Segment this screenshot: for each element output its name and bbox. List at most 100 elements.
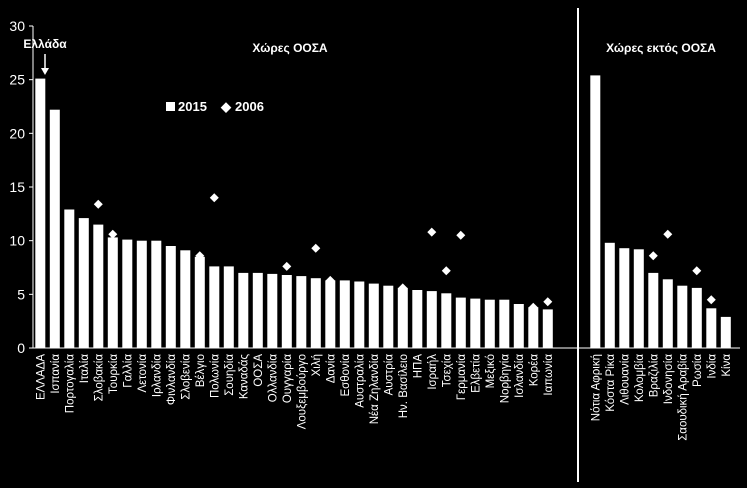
category-label: Καναδάς bbox=[238, 354, 250, 400]
marker-2006-oecd-17 bbox=[282, 261, 292, 271]
legend-marker-2006: ◆ bbox=[220, 99, 232, 114]
bar-2015-oecd-29 bbox=[455, 297, 466, 348]
bar-2015-oecd-23 bbox=[368, 283, 379, 348]
group-title-oecd: Χώρες ΟΟΣΑ bbox=[252, 41, 328, 55]
marker-2006-oecd-4 bbox=[93, 199, 103, 209]
bar-2015-oecd-10 bbox=[180, 250, 191, 348]
bar-2015-oecd-9 bbox=[165, 246, 176, 348]
category-label: Πορτογαλία bbox=[64, 354, 76, 414]
bar-2015-oecd-6 bbox=[122, 239, 133, 348]
marker-2006-oecd-34 bbox=[528, 302, 538, 312]
category-label: Ιρλανδία bbox=[151, 354, 163, 397]
marker-2006-non-oecd-4 bbox=[648, 251, 658, 261]
category-label: Γαλλία bbox=[122, 354, 134, 388]
bar-2015-non-oecd-0 bbox=[590, 75, 601, 349]
bar-2015-oecd-7 bbox=[136, 240, 147, 348]
category-labels: ΕΛΛΑΔΑ Ισπανία Πορτογαλία Ιταλία Σλοβακία Του… bbox=[35, 354, 733, 441]
category-label: Ισλανδία bbox=[514, 354, 526, 398]
bar-2015-non-oecd-8 bbox=[706, 308, 717, 348]
bar-2015-oecd-25 bbox=[397, 287, 408, 348]
category-label: Νότια Αφρική bbox=[590, 354, 602, 421]
category-label: Πολωνία bbox=[209, 354, 221, 398]
bar-2015-non-oecd-5 bbox=[662, 279, 673, 348]
bar-2015-oecd-18 bbox=[296, 276, 307, 348]
bar-2015-oecd-1 bbox=[49, 109, 60, 348]
category-label: Ισπανία bbox=[50, 354, 62, 394]
bar-2015-oecd-32 bbox=[499, 299, 510, 348]
category-label: Λιθουανία bbox=[619, 354, 631, 405]
y-tick-label: 25 bbox=[9, 72, 25, 88]
category-label: Ρωσία bbox=[692, 354, 704, 387]
marker-2006-oecd-29 bbox=[456, 230, 466, 240]
bar-2015-oecd-14 bbox=[238, 272, 249, 348]
legend-label-2015: 2015 bbox=[178, 99, 207, 114]
bar-2015-oecd-0 bbox=[35, 78, 46, 348]
bar-2015-non-oecd-7 bbox=[691, 287, 702, 348]
marker-2006-oecd-20 bbox=[325, 275, 335, 285]
bar-2015-oecd-30 bbox=[470, 298, 481, 348]
category-label: Κίνα bbox=[721, 354, 733, 377]
category-label: Χιλή bbox=[311, 354, 323, 376]
category-label: Ην. Βασίλειο bbox=[398, 354, 410, 418]
marker-2006-oecd-35 bbox=[543, 297, 553, 307]
bar-2015-oecd-4 bbox=[93, 224, 104, 348]
category-label: Ισραήλ bbox=[427, 354, 439, 390]
markers-2006 bbox=[93, 193, 716, 312]
bar-2015-oecd-3 bbox=[78, 218, 89, 348]
category-label: Μεξικό bbox=[485, 354, 497, 388]
bar-2015-oecd-27 bbox=[426, 291, 437, 348]
marker-2006-oecd-28 bbox=[441, 266, 451, 276]
bar-2015-oecd-34 bbox=[528, 307, 539, 348]
category-label: Αυστρία bbox=[383, 354, 395, 396]
bar-2015-oecd-33 bbox=[513, 304, 524, 348]
category-label: Σουηδία bbox=[224, 354, 236, 396]
marker-2006-oecd-12 bbox=[209, 193, 219, 203]
category-label: Νορβηγία bbox=[499, 354, 511, 404]
bar-2015-oecd-22 bbox=[354, 281, 365, 348]
marker-2006-oecd-19 bbox=[311, 243, 321, 253]
bar-2015-oecd-17 bbox=[281, 275, 292, 348]
greece-arrow-head bbox=[41, 68, 49, 75]
category-label: Νέα Ζηλανδία bbox=[369, 354, 381, 425]
category-label: Βραζιλία bbox=[648, 354, 660, 398]
bar-2015-oecd-11 bbox=[194, 256, 205, 348]
bar-2015-oecd-15 bbox=[252, 272, 263, 348]
category-label: Ουγγαρία bbox=[282, 354, 294, 403]
bar-2015-oecd-21 bbox=[339, 280, 350, 348]
category-label: Λετονία bbox=[137, 354, 149, 393]
bar-2015-oecd-16 bbox=[267, 273, 278, 348]
y-tick-label: 10 bbox=[9, 233, 25, 249]
bar-2015-non-oecd-1 bbox=[604, 242, 615, 348]
category-label: Σλοβενία bbox=[180, 354, 192, 400]
category-label: Ινδονησία bbox=[663, 354, 675, 405]
bar-2015-oecd-28 bbox=[441, 293, 452, 348]
category-label: ΗΠΑ bbox=[412, 354, 424, 379]
bar-2015-oecd-8 bbox=[151, 240, 162, 348]
category-label: ΕΛΛΑΔΑ bbox=[35, 354, 47, 400]
category-label: Σλοβακία bbox=[93, 354, 105, 402]
marker-2006-oecd-27 bbox=[427, 227, 437, 237]
marker-2006-non-oecd-8 bbox=[706, 295, 716, 305]
bars bbox=[35, 75, 731, 349]
category-label: Γερμανία bbox=[456, 354, 468, 401]
bar-2015-oecd-2 bbox=[64, 209, 75, 348]
bar-2015-oecd-12 bbox=[209, 266, 220, 348]
category-label: Ινδία bbox=[706, 354, 718, 379]
legend: 2015 ◆ 2006 bbox=[166, 99, 264, 114]
bar-2015-oecd-13 bbox=[223, 266, 234, 348]
category-label: Ελβετία bbox=[470, 354, 482, 393]
category-label: Κορέα bbox=[528, 354, 540, 387]
greece-annotation: Ελλάδα bbox=[23, 37, 67, 51]
category-label: Ιταλία bbox=[79, 354, 91, 384]
bar-2015-non-oecd-2 bbox=[619, 248, 630, 348]
category-label: Δανία bbox=[325, 354, 337, 384]
category-label: Κολομβία bbox=[634, 354, 646, 402]
marker-2006-oecd-5 bbox=[108, 229, 118, 239]
marker-2006-oecd-11 bbox=[195, 251, 205, 261]
y-tick-label: 30 bbox=[9, 18, 25, 34]
axes: 0 5 10 15 20 25 30 bbox=[9, 8, 740, 482]
category-label: Ολλανδία bbox=[267, 354, 279, 403]
bar-2015-non-oecd-3 bbox=[633, 249, 644, 348]
y-tick-label: 15 bbox=[9, 179, 25, 195]
